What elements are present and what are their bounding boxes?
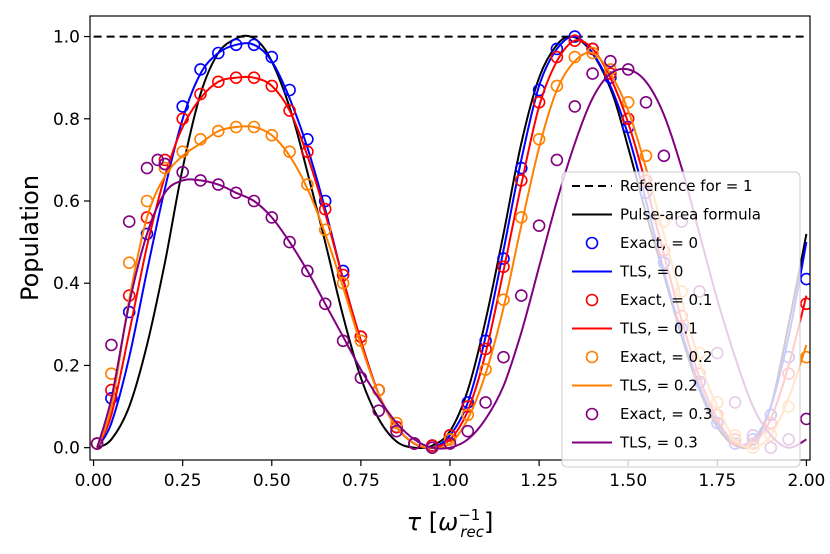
data-point-series-4-7 [212, 75, 225, 89]
data-point-series-6-31 [639, 149, 653, 163]
x-tick-label-4: 1.00 [431, 471, 469, 491]
data-point-series-4-5 [176, 112, 189, 126]
data-point-series-8-22 [461, 424, 475, 438]
data-point-series-8-2 [122, 215, 136, 228]
x-tick-label-0: 0.00 [75, 471, 113, 491]
y-tick-label-1: 0.2 [53, 356, 80, 376]
legend-label-8: Exact, εpol = 0.3 [620, 405, 712, 423]
data-point-series-8-25 [514, 289, 528, 302]
y-tick-label-5: 1.0 [53, 28, 80, 48]
data-point-series-8-11 [265, 211, 279, 224]
data-point-series-8-41 [800, 412, 810, 426]
legend-label-0: Reference for P = 1 [620, 177, 753, 195]
legend-label-9: TLS, εpol = 0.3 [619, 434, 698, 452]
data-point-series-8-27 [550, 153, 564, 167]
data-point-series-8-30 [604, 54, 617, 68]
x-tick-label-7: 1.75 [698, 471, 736, 491]
data-point-series-8-6 [176, 165, 189, 179]
data-point-series-8-26 [532, 219, 546, 232]
legend-label-6: Exact, εpol = 0.2 [620, 348, 712, 366]
data-point-series-8-14 [318, 297, 332, 311]
data-point-series-8-12 [283, 235, 296, 249]
data-point-series-6-40 [800, 350, 810, 364]
data-point-series-2-40 [800, 272, 810, 286]
y-tick-label-0: 0.0 [53, 439, 80, 459]
data-point-series-2-5 [176, 100, 189, 113]
x-tick-label-6: 1.50 [609, 471, 647, 491]
data-point-series-2-9 [247, 38, 261, 52]
x-tick-label-8: 2.00 [788, 471, 826, 491]
data-point-series-8-33 [657, 149, 671, 163]
data-point-series-4-11 [283, 104, 296, 117]
y-tick-label-4: 0.8 [53, 110, 80, 130]
legend-marker-6 [585, 350, 599, 364]
data-point-series-8-13 [301, 264, 314, 278]
y-tick-label-3: 0.6 [53, 192, 80, 212]
data-point-series-8-23 [479, 396, 492, 409]
data-point-series-2-8 [229, 38, 243, 52]
data-point-series-8-28 [568, 100, 582, 113]
legend-label-4: Exact, εpol = 0.1 [620, 291, 712, 309]
data-point-series-2-7 [212, 46, 225, 60]
data-point-series-8-10 [247, 194, 261, 208]
data-point-series-8-9 [229, 186, 243, 200]
legend-marker-4 [585, 293, 599, 307]
x-tick-label-5: 1.25 [520, 471, 558, 491]
data-point-series-8-4 [151, 153, 164, 167]
data-point-series-8-17 [372, 404, 386, 418]
data-point-series-8-18 [390, 424, 403, 438]
legend-label-7: TLS, εpol = 0.2 [619, 377, 698, 395]
data-point-series-2-3 [140, 227, 154, 241]
data-point-series-2-26 [550, 42, 564, 56]
data-point-series-8-21 [443, 437, 457, 450]
data-point-series-8-3 [140, 161, 154, 175]
legend-label-3: TLS, εpol = 0 [619, 263, 683, 281]
legend-box [561, 171, 801, 468]
legend-label-5: TLS, εpol = 0.1 [619, 320, 698, 338]
data-point-series-8-0 [90, 437, 104, 450]
data-point-series-8-8 [212, 178, 225, 191]
axes: 0.00 0.25 0.50 0.75 1.00 1.25 1.50 1.75 2.00 0.0 0… [16, 15, 826, 541]
data-point-series-6-7 [212, 124, 225, 138]
data-point-series-2-21 [461, 396, 475, 409]
legend-label-1: Pulse-area formula [620, 206, 761, 224]
data-point-series-8-1 [105, 338, 118, 352]
x-axis-label: τ [ω−1 rec] [407, 506, 494, 541]
legend-label-2: Exact, εpol = 0 [620, 234, 698, 252]
legend-marker-8 [585, 407, 599, 421]
x-tick-label-1: 0.25 [164, 471, 202, 491]
data-point-series-4-28 [586, 42, 599, 56]
data-point-series-2-11 [283, 83, 296, 97]
y-tick-label-2: 0.4 [53, 274, 80, 294]
data-point-series-6-2 [122, 256, 136, 270]
data-point-series-8-5 [158, 157, 172, 171]
data-point-series-6-10 [265, 128, 279, 142]
x-tick-label-3: 0.75 [342, 471, 380, 491]
data-point-series-8-24 [497, 350, 510, 364]
y-axis-label: Population [16, 175, 44, 301]
data-point-series-4-10 [265, 79, 279, 93]
data-point-series-8-29 [586, 67, 599, 80]
data-point-series-8-32 [639, 96, 653, 109]
legend-marker-2 [585, 236, 599, 250]
x-tick-label-2: 0.50 [253, 471, 291, 491]
legend: Reference for P = 1 Pulse-area formula Exa… [561, 171, 801, 468]
